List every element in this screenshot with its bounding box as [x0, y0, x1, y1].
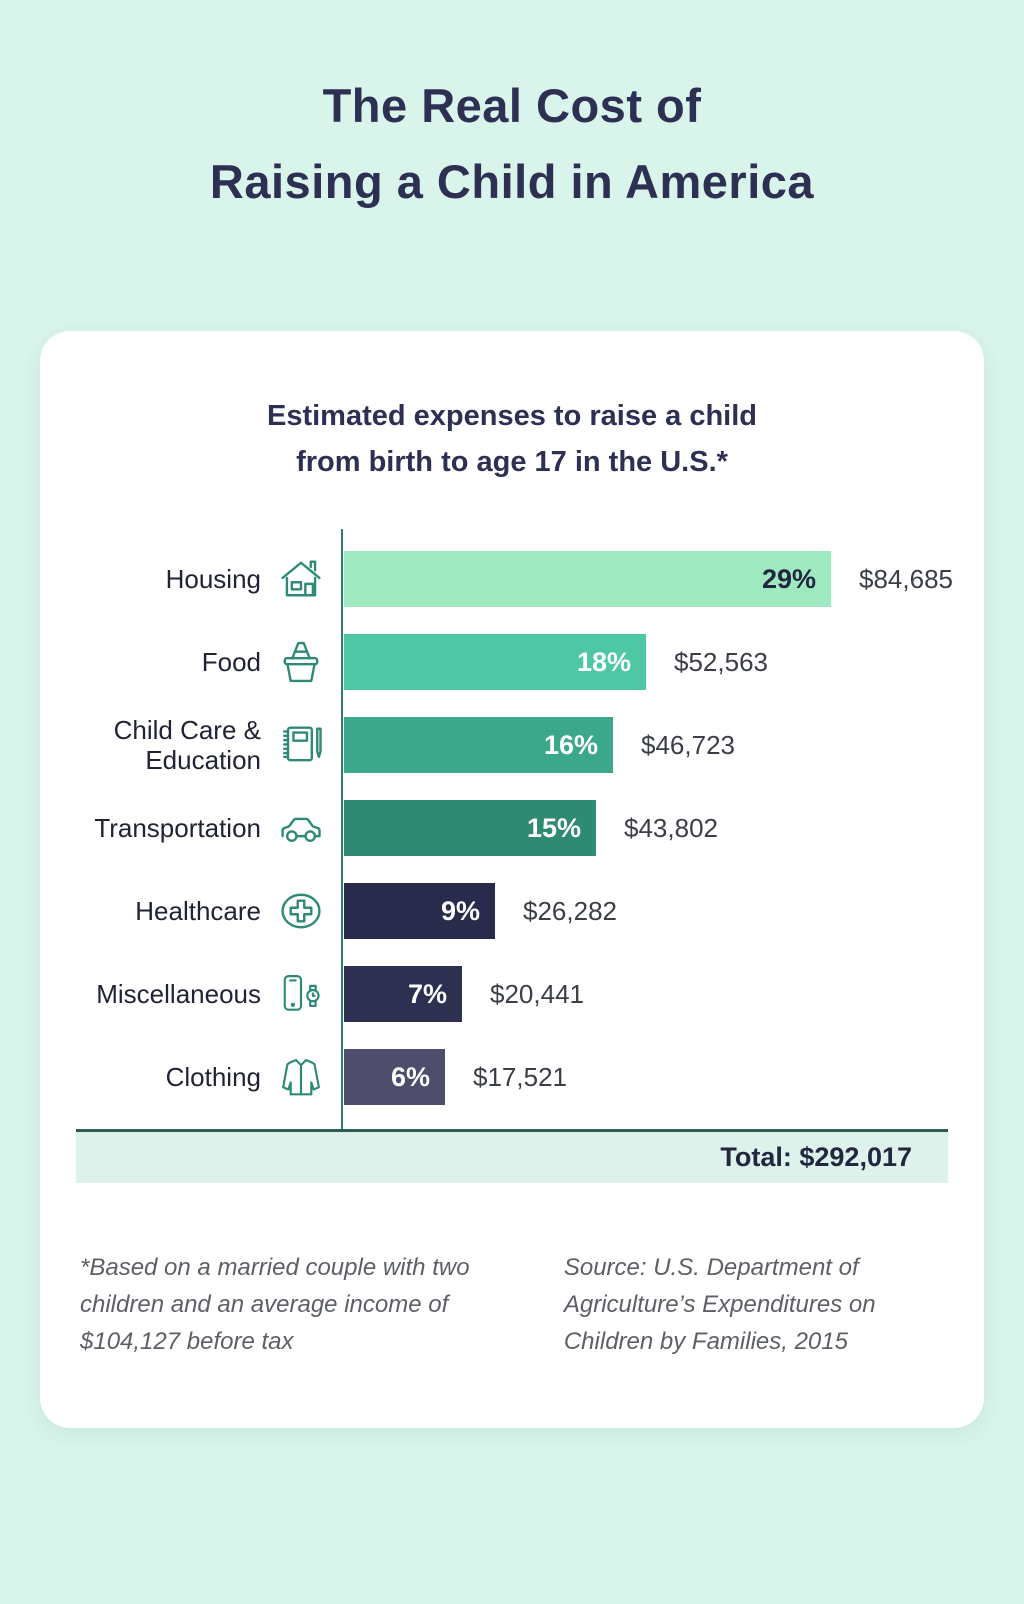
bar-area: 16% $46,723 — [341, 717, 948, 773]
bar: 29% — [344, 551, 831, 607]
bar: 15% — [344, 800, 596, 856]
percent-label: 18% — [576, 646, 631, 677]
page-title-line2: Raising a Child in America — [209, 155, 815, 208]
category-label: Food — [201, 647, 261, 677]
bar-area: 6% $17,521 — [341, 1049, 948, 1105]
chart-row: Clothing 6% $17,521 — [76, 1049, 948, 1105]
bar-chart: Housing 29% $84,685 Food 18% $52,563 Chi… — [76, 529, 953, 1129]
bar: 7% — [344, 966, 462, 1022]
chart-row: Transportation 15% $43,802 — [76, 800, 948, 856]
bar: 16% — [344, 717, 613, 773]
bar-area: 29% $84,685 — [341, 551, 953, 607]
house-icon — [261, 553, 341, 605]
amount-label: $84,685 — [859, 563, 953, 594]
category-label: Healthcare — [135, 896, 261, 926]
percent-label: 16% — [543, 729, 598, 760]
category-label: Housing — [165, 564, 261, 594]
amount-label: $43,802 — [624, 812, 718, 843]
amount-label: $46,723 — [641, 729, 735, 760]
chart-subtitle-line2: from birth to age 17 in the U.S.* — [296, 446, 728, 478]
chart-row: Child Care & Education 16% $46,723 — [76, 715, 948, 775]
phone-watch-icon — [261, 968, 341, 1020]
source-text: Source: U.S. Department of Agriculture’s… — [563, 1254, 876, 1355]
amount-label: $17,521 — [473, 1061, 567, 1092]
percent-label: 6% — [390, 1061, 430, 1092]
percent-label: 29% — [761, 563, 816, 594]
category-label: Clothing — [165, 1062, 261, 1092]
page-title-line1: The Real Cost of — [322, 79, 702, 132]
amount-label: $20,441 — [490, 978, 584, 1009]
chart-axis-line — [341, 529, 343, 1129]
page-title: The Real Cost of Raising a Child in Amer… — [0, 68, 1024, 220]
bar: 18% — [344, 634, 646, 690]
bar-area: 9% $26,282 — [341, 883, 948, 939]
chart-row: Food 18% $52,563 — [76, 634, 948, 690]
total-bar: Total: $292,017 — [76, 1129, 948, 1183]
bar: 9% — [344, 883, 495, 939]
percent-label: 9% — [440, 895, 480, 926]
footnote-text: *Based on a married couple with two chil… — [80, 1254, 470, 1355]
notebook-pen-icon — [261, 719, 341, 771]
bar: 6% — [344, 1049, 445, 1105]
chart-row: Housing 29% $84,685 — [76, 551, 953, 607]
category-label: Transportation — [94, 813, 261, 843]
bar-area: 18% $52,563 — [341, 634, 948, 690]
bar-area: 15% $43,802 — [341, 800, 948, 856]
chart-row: Healthcare 9% $26,282 — [76, 883, 948, 939]
category-label: Child Care & Education — [113, 715, 261, 775]
chart-row: Miscellaneous 7% $20,441 — [76, 966, 948, 1022]
footnotes: *Based on a married couple with two chil… — [76, 1249, 948, 1360]
amount-label: $52,563 — [674, 646, 768, 677]
chart-rows: Housing 29% $84,685 Food 18% $52,563 Chi… — [76, 551, 953, 1105]
chart-subtitle: Estimated expenses to raise a child from… — [76, 393, 948, 485]
jacket-icon — [261, 1051, 341, 1103]
medical-cross-icon — [261, 885, 341, 937]
total-label: Total: $292,017 — [720, 1142, 912, 1172]
amount-label: $26,282 — [523, 895, 617, 926]
chart-subtitle-line1: Estimated expenses to raise a child — [267, 400, 757, 432]
basket-icon — [261, 636, 341, 688]
category-label: Miscellaneous — [96, 979, 261, 1009]
percent-label: 15% — [526, 812, 581, 843]
percent-label: 7% — [407, 978, 447, 1009]
car-icon — [261, 802, 341, 854]
bar-area: 7% $20,441 — [341, 966, 948, 1022]
chart-card: Estimated expenses to raise a child from… — [40, 331, 984, 1428]
